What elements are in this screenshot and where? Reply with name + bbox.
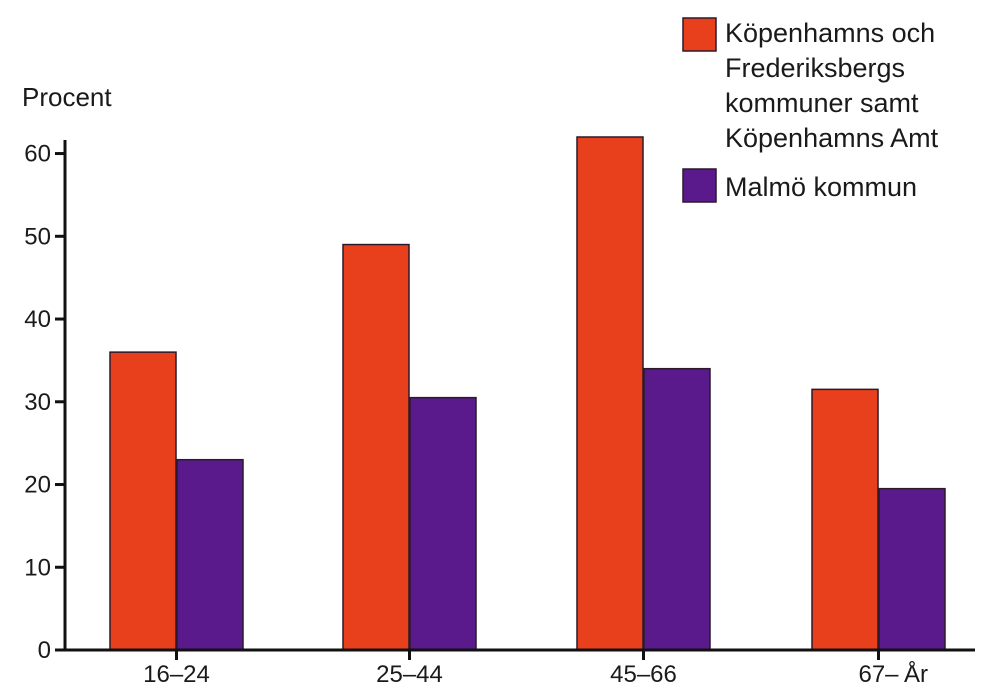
x-tick-label-2: 45–66 [610, 661, 677, 688]
y-tick-label-0: 0 [38, 637, 51, 664]
legend-swatch-malmo [682, 168, 717, 203]
y-tick-label-30: 30 [24, 389, 51, 416]
bar-kopenhamn-2 [576, 136, 644, 651]
bar-malmo-2 [643, 367, 711, 651]
x-axis-label: År [904, 660, 928, 688]
y-tick-label-50: 50 [24, 223, 51, 250]
legend: Köpenhamns och Frederiksbergs kommuner sam… [682, 17, 939, 203]
bar-malmo-0 [176, 458, 244, 651]
bar-kopenhamn-1 [342, 243, 410, 651]
y-tick-label-60: 60 [24, 141, 51, 168]
bar-malmo-1 [409, 396, 477, 651]
bars-group [109, 136, 946, 651]
y-axis: 0 10 20 30 40 50 60 [24, 140, 67, 664]
x-tick-label-1: 25–44 [376, 661, 443, 688]
legend-swatch-kopenhamn [682, 17, 717, 52]
x-tick-label-0: 16–24 [143, 661, 210, 688]
y-axis-label: Procent [22, 82, 112, 112]
legend-label-kopenhamn: Köpenhamns och Frederiksbergs kommuner sam… [725, 18, 939, 153]
y-tick-label-40: 40 [24, 306, 51, 333]
y-tick-label-10: 10 [24, 554, 51, 581]
legend-label-malmo: Malmö kommun [725, 172, 917, 202]
y-tick-label-20: 20 [24, 472, 51, 499]
bar-kopenhamn-0 [109, 351, 177, 651]
x-tick-label-3: 67– [858, 661, 899, 688]
bar-kopenhamn-3 [811, 388, 879, 651]
x-axis: 16–24 25–44 45–66 67– År [55, 648, 975, 688]
bar-malmo-3 [878, 487, 946, 651]
